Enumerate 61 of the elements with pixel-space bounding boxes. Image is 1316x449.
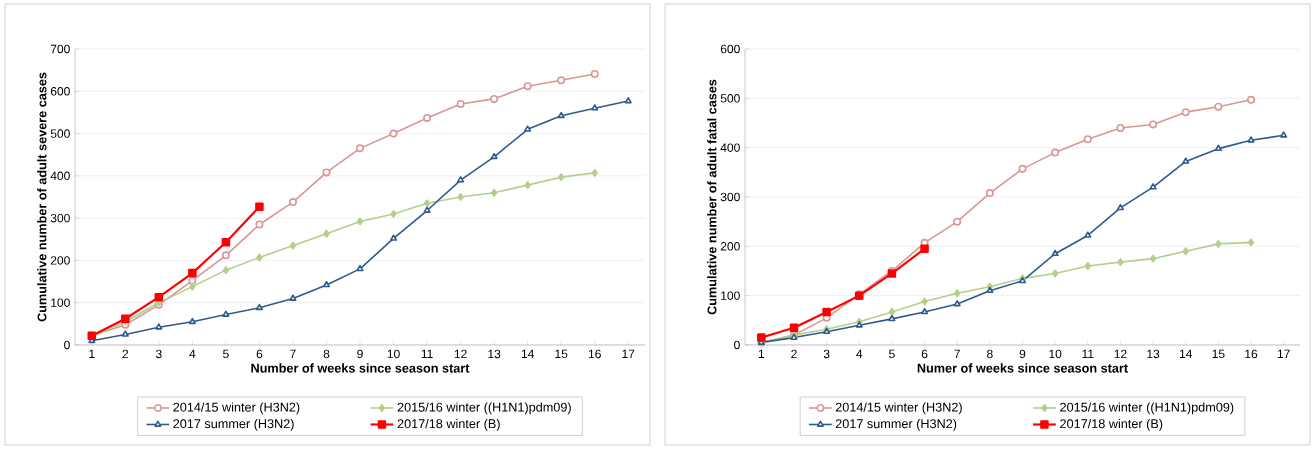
y-tick-label: 300 xyxy=(720,192,740,202)
y-tick-label: 0 xyxy=(64,340,70,350)
x-tick-label: 9 xyxy=(1019,349,1026,359)
y-axis-title: Cumulative number of adult severe cases xyxy=(37,72,47,322)
x-tick-label: 6 xyxy=(256,349,263,359)
y-axis-title: Cumulative number of adult fatal cases xyxy=(707,79,717,315)
y-tick-label: 400 xyxy=(50,171,70,181)
x-tick-label: 10 xyxy=(1049,349,1062,359)
y-tick-label: 600 xyxy=(50,87,70,96)
x-tick-label: 9 xyxy=(357,349,363,359)
y-tick-label: 200 xyxy=(50,256,70,265)
x-tick-label: 7 xyxy=(290,349,296,358)
x-tick-label: 1 xyxy=(89,349,95,358)
x-tick-label: 2 xyxy=(791,349,797,359)
y-tick-label: 700 xyxy=(50,44,70,54)
x-tick-label: 16 xyxy=(1245,349,1258,359)
legend-label: 2015/16 winter ((H1N1)pdm09) xyxy=(1060,402,1234,415)
x-tick-label: 14 xyxy=(521,349,534,358)
y-tick-label: 100 xyxy=(51,298,70,307)
legend-label: 2014/15 winter (H3N2) xyxy=(173,402,300,415)
x-axis-title: Number of weeks since season start xyxy=(251,363,470,373)
x-axis-title: Numer of weeks since season start xyxy=(917,363,1128,373)
y-tick-label: 0 xyxy=(734,340,740,350)
y-tick-label: 400 xyxy=(720,143,740,152)
x-tick-label: 4 xyxy=(856,349,863,358)
x-tick-label: 2 xyxy=(122,349,129,359)
x-tick-label: 7 xyxy=(954,349,960,358)
x-tick-label: 13 xyxy=(488,349,501,359)
x-tick-label: 17 xyxy=(622,349,635,358)
x-tick-label: 13 xyxy=(1147,349,1160,359)
x-tick-label: 12 xyxy=(1114,349,1127,359)
x-tick-label: 16 xyxy=(588,349,601,359)
y-tick-label: 500 xyxy=(50,129,70,138)
x-tick-label: 3 xyxy=(823,349,830,359)
x-tick-label: 5 xyxy=(223,349,229,359)
x-tick-label: 4 xyxy=(189,349,196,358)
x-tick-label: 14 xyxy=(1179,349,1193,358)
y-tick-label: 300 xyxy=(50,213,70,223)
x-tick-label: 12 xyxy=(454,349,467,359)
x-tick-label: 15 xyxy=(555,349,568,359)
legend-label: 2017 summer (H3N2) xyxy=(173,418,294,431)
legend-label: 2017/18 winter (B) xyxy=(397,418,500,431)
x-tick-label: 5 xyxy=(889,349,895,359)
x-tick-label: 6 xyxy=(921,349,928,359)
legend-label: 2014/15 winter (H3N2) xyxy=(835,402,962,415)
y-tick-label: 100 xyxy=(721,291,740,300)
x-tick-label: 11 xyxy=(421,349,433,358)
legend-label: 2015/16 winter ((H1N1)pdm09) xyxy=(397,402,571,415)
x-tick-label: 10 xyxy=(387,349,400,359)
x-tick-label: 11 xyxy=(1082,349,1094,358)
x-tick-label: 1 xyxy=(758,349,765,358)
x-tick-label: 8 xyxy=(987,349,993,359)
y-tick-label: 500 xyxy=(720,94,740,103)
x-tick-label: 3 xyxy=(155,349,162,359)
y-tick-label: 600 xyxy=(720,44,740,54)
legend-label: 2017 summer (H3N2) xyxy=(835,418,957,431)
y-tick-label: 200 xyxy=(720,242,740,251)
legend-label: 2017/18 winter (B) xyxy=(1060,418,1163,431)
x-tick-label: 15 xyxy=(1212,349,1225,359)
x-tick-label: 17 xyxy=(1277,349,1290,358)
x-tick-label: 8 xyxy=(323,349,330,359)
